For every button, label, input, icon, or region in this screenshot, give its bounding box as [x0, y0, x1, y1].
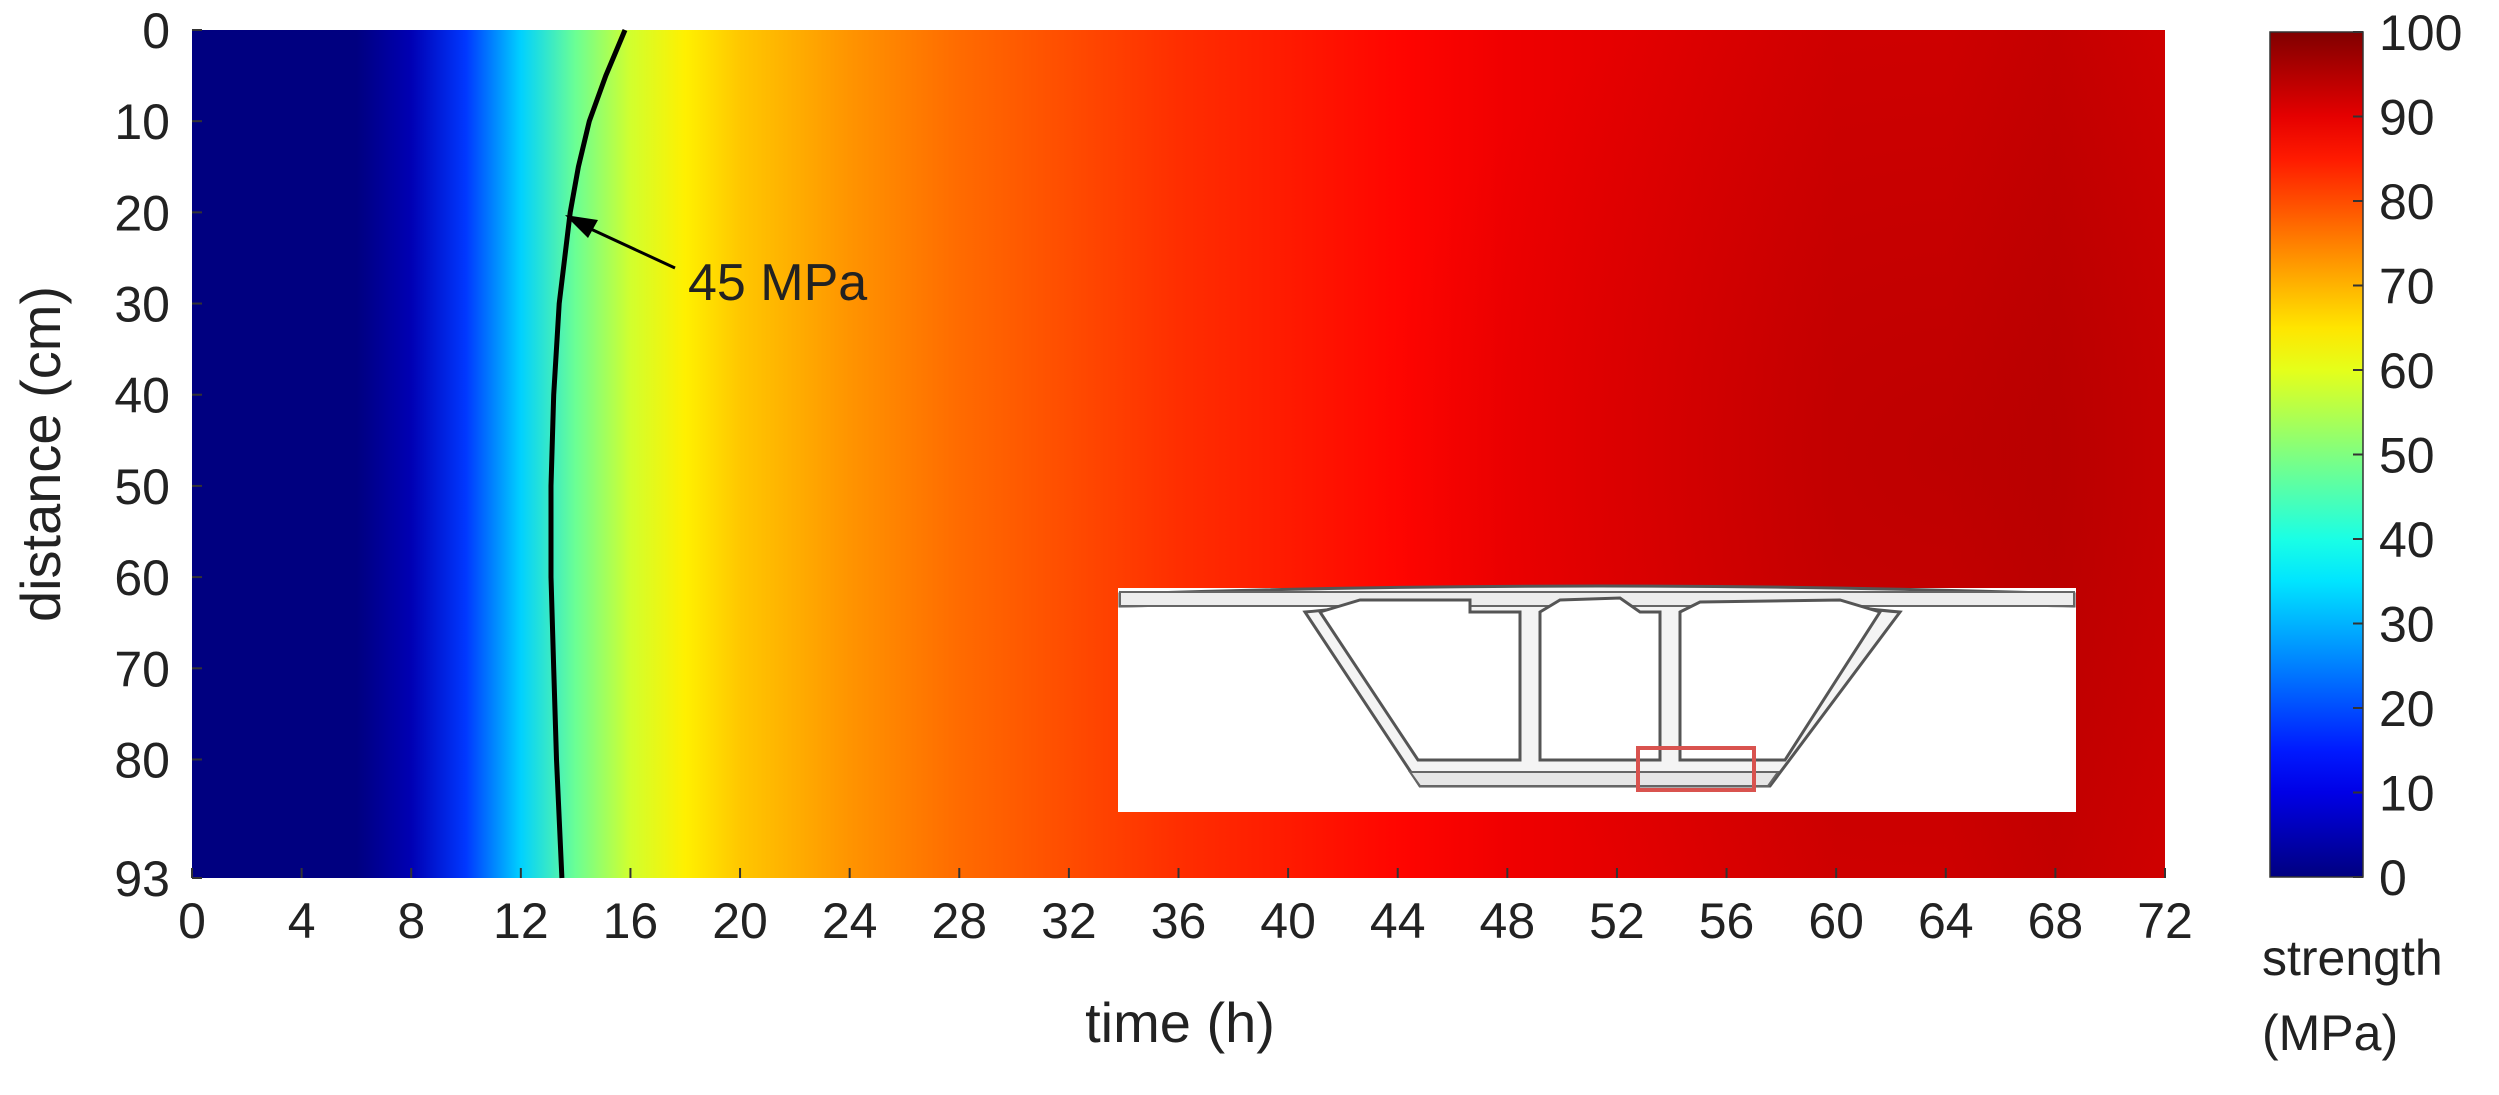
x-tick-label: 12 — [493, 893, 549, 949]
x-tick-label: 32 — [1041, 893, 1097, 949]
y-tick-label: 93 — [114, 851, 170, 907]
colorbar-tick-label: 50 — [2379, 428, 2435, 484]
y-axis-ticks: 0 10 20 30 40 50 60 70 80 93 — [114, 3, 202, 907]
colorbar-tick-label: 10 — [2379, 766, 2435, 822]
x-tick-label: 28 — [931, 893, 987, 949]
y-tick-label: 70 — [114, 641, 170, 697]
x-axis-label: time (h) — [1085, 991, 1275, 1054]
box-girder-cross-section-inset — [1118, 584, 2076, 812]
colorbar-tick-label: 70 — [2379, 259, 2435, 315]
inset-highlight-box — [1636, 746, 1756, 792]
y-tick-label: 0 — [142, 3, 170, 59]
x-tick-label: 8 — [397, 893, 425, 949]
colorbar-label-line1: strength — [2262, 930, 2443, 986]
colorbar-tick-label: 40 — [2379, 512, 2435, 568]
annotation-arrow-line — [579, 222, 676, 270]
girder-cell-left — [1317, 598, 1522, 762]
colorbar-tick-label: 0 — [2379, 850, 2407, 906]
annotation-arrow-head — [565, 215, 598, 238]
girder-bottom-flange — [1408, 771, 1780, 787]
x-tick-label: 60 — [1808, 893, 1864, 949]
y-tick-label: 30 — [114, 277, 170, 333]
x-tick-label: 44 — [1370, 893, 1426, 949]
y-axis-label: distance (cm) — [9, 286, 72, 622]
x-tick-label: 40 — [1260, 893, 1316, 949]
colorbar-tick-label: 80 — [2379, 174, 2435, 230]
colorbar-tick-label: 100 — [2379, 5, 2462, 61]
y-tick-label: 20 — [114, 185, 170, 241]
colorbar-tick-label: 30 — [2379, 597, 2435, 653]
colorbar — [2269, 31, 2364, 878]
x-tick-label: 0 — [178, 893, 206, 949]
y-tick-label: 80 — [114, 732, 170, 788]
x-tick-label: 48 — [1480, 893, 1536, 949]
x-tick-label: 56 — [1699, 893, 1755, 949]
y-tick-label: 60 — [114, 550, 170, 606]
x-tick-label: 68 — [2028, 893, 2084, 949]
girder-cell-middle — [1538, 596, 1662, 762]
colorbar-tick-label: 90 — [2379, 90, 2435, 146]
contour-annotation: 45 MPa — [565, 215, 867, 312]
x-tick-label: 24 — [822, 893, 878, 949]
x-tick-label: 4 — [288, 893, 316, 949]
contour-45mpa-line — [548, 29, 628, 879]
y-tick-label: 10 — [114, 94, 170, 150]
contour-label: 45 MPa — [688, 254, 867, 312]
colorbar-label-line2: (MPa) — [2262, 1005, 2398, 1061]
x-tick-label: 64 — [1918, 893, 1974, 949]
x-tick-label: 16 — [603, 893, 659, 949]
y-tick-label: 50 — [114, 459, 170, 515]
colorbar-tick-label: 20 — [2379, 681, 2435, 737]
x-tick-label: 20 — [712, 893, 768, 949]
y-tick-label: 40 — [114, 368, 170, 424]
colorbar-tick-label: 60 — [2379, 343, 2435, 399]
girder-cell-right — [1678, 598, 1883, 762]
x-tick-label: 52 — [1589, 893, 1645, 949]
x-tick-label: 72 — [2137, 893, 2193, 949]
x-axis-ticks: 0 4 8 12 16 20 24 28 32 36 40 44 48 52 56 60 64 68 72 — [178, 868, 2193, 949]
x-tick-label: 36 — [1151, 893, 1207, 949]
colorbar-ticks: 0 10 20 30 40 50 60 70 80 90 100 — [2353, 5, 2462, 906]
